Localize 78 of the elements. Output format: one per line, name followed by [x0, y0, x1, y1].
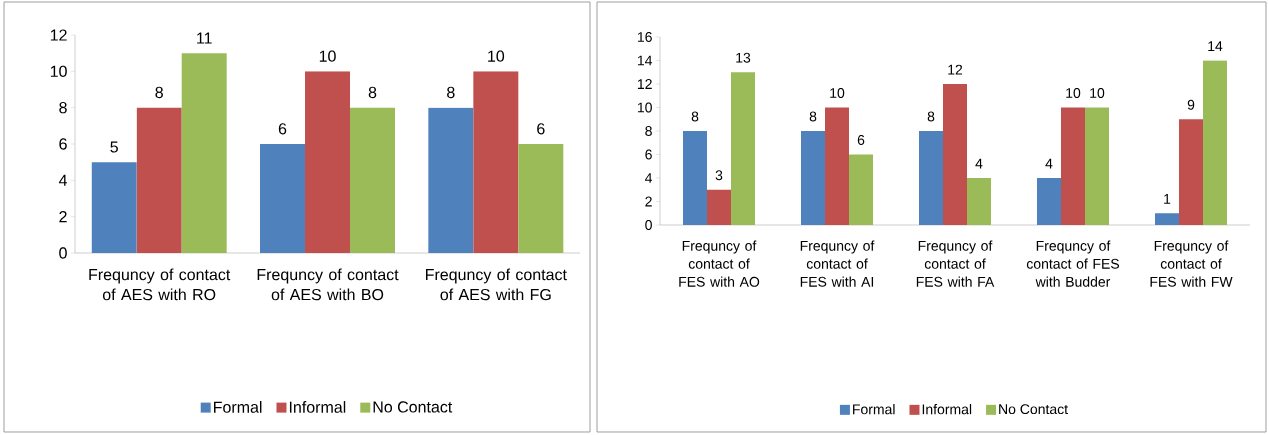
data-label: 8 — [927, 111, 935, 122]
bar — [260, 143, 306, 253]
x-tick-label: Frequncy of contact of AES with BO — [257, 268, 399, 301]
bar — [919, 130, 943, 225]
data-label: 6 — [857, 135, 865, 145]
x-tick-label: Frequncy of contact of FES with Budder — [1026, 240, 1120, 287]
bar — [1203, 60, 1227, 225]
data-label: 1 — [1164, 194, 1171, 204]
data-label: 6 — [537, 123, 545, 135]
data-label: 4 — [975, 158, 983, 169]
data-label: 11 — [197, 32, 212, 44]
legend-label: No Contact — [373, 401, 453, 413]
data-label: 13 — [736, 52, 751, 63]
bar — [518, 143, 564, 253]
bar — [1155, 213, 1179, 225]
legend-label: No Contact — [999, 404, 1068, 415]
data-label: 8 — [368, 86, 377, 99]
y-tick-label: 0 — [59, 247, 67, 259]
bar — [181, 53, 227, 253]
data-label: 9 — [1187, 99, 1195, 110]
data-label: 6 — [278, 123, 287, 135]
bar — [943, 83, 967, 225]
x-tick-label: Frequncy of contact of FES with AO — [679, 240, 760, 287]
data-label: 8 — [447, 86, 455, 99]
legend-label: Formal — [214, 401, 262, 413]
y-tick-label: 4 — [58, 174, 67, 186]
bar — [1179, 119, 1203, 225]
bar — [350, 107, 396, 253]
x-tick-label: Frequncy of contact of AES with RO — [89, 268, 231, 301]
bar — [849, 154, 873, 225]
y-tick-label: 10 — [50, 65, 67, 77]
data-label: 10 — [830, 88, 845, 98]
data-label: 3 — [715, 170, 723, 181]
data-label: 10 — [1066, 88, 1081, 98]
data-label: 12 — [948, 64, 963, 75]
bar — [683, 130, 708, 225]
bar — [801, 130, 825, 225]
bar — [707, 189, 732, 225]
y-tick-label: 2 — [645, 196, 652, 207]
x-tick-label: Frequncy of contact of FES with FW — [1150, 240, 1233, 287]
x-tick-label: Frequncy of contact of FES with AI — [800, 240, 875, 287]
y-tick-label: 12 — [637, 79, 652, 89]
bar — [1085, 107, 1109, 225]
bar — [305, 71, 351, 253]
data-label: 10 — [488, 50, 505, 62]
y-tick-label: 14 — [637, 55, 653, 66]
bar — [731, 72, 755, 225]
data-label: 14 — [1208, 41, 1223, 51]
bar — [473, 71, 519, 253]
data-label: 8 — [809, 111, 817, 122]
y-tick-label: 16 — [637, 32, 652, 42]
y-tick-label: 8 — [59, 102, 67, 114]
data-label: 10 — [319, 50, 336, 62]
data-label: 8 — [691, 111, 699, 122]
legend-label: Informal — [922, 404, 972, 415]
y-tick-label: 12 — [50, 29, 67, 41]
y-tick-label: 2 — [59, 211, 67, 223]
bar — [136, 107, 182, 253]
bar — [825, 107, 849, 225]
bar — [1037, 177, 1061, 225]
bar — [967, 177, 991, 225]
bar — [91, 162, 137, 253]
data-label: 10 — [1090, 88, 1105, 98]
x-tick-label: Frequncy of contact of FES with FA — [916, 240, 995, 287]
y-tick-label: 4 — [645, 173, 653, 183]
bar — [1061, 107, 1085, 225]
y-tick-label: 6 — [59, 138, 67, 150]
legend-label: Formal — [853, 404, 895, 415]
data-label: 5 — [110, 141, 118, 153]
y-tick-label: 10 — [637, 102, 652, 113]
y-tick-label: 8 — [645, 126, 652, 136]
data-label: 8 — [155, 86, 163, 99]
bar — [428, 107, 474, 253]
x-tick-label: Frequncy of contact of AES with FG — [426, 268, 567, 301]
y-tick-label: 0 — [645, 220, 652, 230]
legend-label: Informal — [289, 401, 346, 413]
y-tick-label: 6 — [645, 149, 652, 160]
data-label: 4 — [1045, 158, 1053, 169]
